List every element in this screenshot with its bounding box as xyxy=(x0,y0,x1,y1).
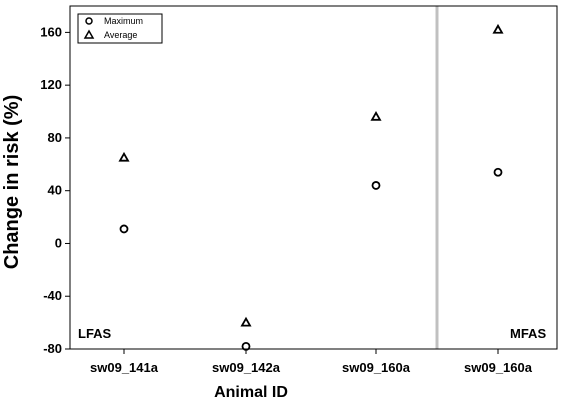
region-label-lfas: LFAS xyxy=(78,326,112,341)
point-average xyxy=(370,111,382,121)
y-tick-label: 40 xyxy=(48,183,62,198)
x-axis-ticks: sw09_141a sw09_142a sw09_160a sw09_160a xyxy=(90,349,533,375)
region-label-mfas: MFAS xyxy=(510,326,546,341)
legend: Maximum Average xyxy=(77,13,163,44)
x-tick-label: sw09_141a xyxy=(90,360,159,375)
plot-frame xyxy=(69,5,558,350)
point-average xyxy=(492,23,504,34)
plot-area xyxy=(69,5,558,350)
point-maximum xyxy=(493,167,503,177)
x-tick-label: sw09_160a xyxy=(464,360,533,375)
y-tick-label: 160 xyxy=(40,24,62,39)
y-tick-label: 0 xyxy=(55,235,62,250)
y-tick-label: 120 xyxy=(40,77,62,92)
y-tick-label: -40 xyxy=(43,288,62,303)
legend-average-label: Average xyxy=(104,30,137,40)
legend-average-marker xyxy=(83,29,95,39)
y-tick-label: -80 xyxy=(43,341,62,356)
x-tick-label: sw09_160a xyxy=(342,360,411,375)
x-axis-title: Animal ID xyxy=(214,384,288,401)
y-axis-title: Change in risk (%) xyxy=(1,95,23,269)
point-average xyxy=(118,151,130,162)
data-marks xyxy=(118,23,504,351)
y-tick-label: 80 xyxy=(48,130,62,145)
point-maximum xyxy=(371,181,381,190)
legend-maximum-marker xyxy=(85,17,93,25)
point-maximum xyxy=(119,224,129,234)
x-tick-label: sw09_142a xyxy=(212,360,281,375)
point-maximum xyxy=(241,341,251,351)
legend-maximum-label: Maximum xyxy=(104,16,143,26)
y-axis-ticks: 160 120 80 40 0 -40 -80 xyxy=(40,24,70,356)
point-average xyxy=(240,316,252,327)
